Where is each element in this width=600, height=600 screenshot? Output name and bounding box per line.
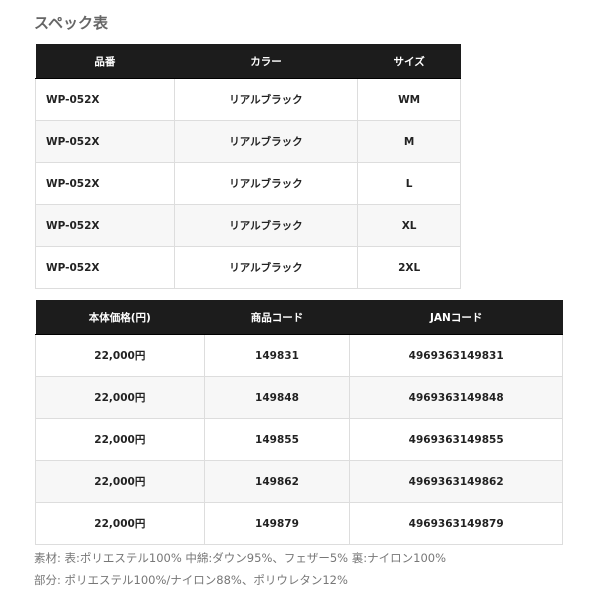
header-jan-code: JANコード [349,300,563,335]
table-cell: 22,000円 [35,334,205,377]
header-color: カラー [174,44,358,79]
table-cell: WP-052X [35,204,175,247]
table-row: WP-052X リアルブラック 2XL [35,246,461,289]
table-cell: 22,000円 [35,460,205,503]
table-row: WP-052X リアルブラック WM [35,78,461,121]
table-cell: リアルブラック [173,246,359,289]
table-row: 22,000円 149862 4969363149862 [35,460,563,503]
table-cell: L [357,162,461,205]
table-cell: WP-052X [35,78,175,121]
table-cell: WP-052X [35,246,175,289]
table-cell: 149879 [203,502,351,545]
table-cell: リアルブラック [173,78,359,121]
table-cell: WP-052X [35,120,175,163]
table-cell: XL [357,204,461,247]
table-cell: 4969363149862 [349,460,563,503]
table-row: WP-052X リアルブラック XL [35,204,461,247]
table-cell: 4969363149879 [349,502,563,545]
table-row: 22,000円 149848 4969363149848 [35,376,563,419]
page-title: スペック表 [34,14,108,32]
table-row: 22,000円 149879 4969363149879 [35,502,563,545]
header-part-number: 品番 [35,44,175,79]
table-cell: リアルブラック [173,204,359,247]
table-cell: 4969363149831 [349,334,563,377]
header-price: 本体価格(円) [35,300,205,335]
table-row: WP-052X リアルブラック M [35,120,461,163]
table-cell: 149862 [203,460,351,503]
table-row: WP-052X リアルブラック L [35,162,461,205]
table-cell: WP-052X [35,162,175,205]
header-product-code: 商品コード [204,300,350,335]
spec-table-sizes: 品番 カラー サイズ WP-052X リアルブラック WM WP-052X リアルブラッ… [35,44,461,289]
material-notes: 素材: 表:ポリエステル100% 中綿:ダウン95%、フェザー5% 裏:ナイロン… [34,547,446,591]
parts-note: 部分: ポリエステル100%/ナイロン88%、ポリウレタン12% [34,573,348,587]
table-cell: 149855 [203,418,351,461]
table-row: 22,000円 149831 4969363149831 [35,334,563,377]
table-cell: 22,000円 [35,376,205,419]
table-cell: リアルブラック [173,162,359,205]
material-note: 素材: 表:ポリエステル100% 中綿:ダウン95%、フェザー5% 裏:ナイロン… [34,551,447,565]
table-row: 22,000円 149855 4969363149855 [35,418,563,461]
table-cell: 22,000円 [35,502,205,545]
spec-table-prices: 本体価格(円) 商品コード JANコード 22,000円 149831 496936… [35,300,563,545]
table-cell: リアルブラック [173,120,359,163]
header-size: サイズ [357,44,461,79]
table-cell: WM [357,78,461,121]
table-cell: 149848 [203,376,351,419]
table-cell: M [357,120,461,163]
table-cell: 2XL [357,246,461,289]
table-cell: 22,000円 [35,418,205,461]
table-cell: 149831 [203,334,351,377]
table-cell: 4969363149855 [349,418,563,461]
table-cell: 4969363149848 [349,376,563,419]
